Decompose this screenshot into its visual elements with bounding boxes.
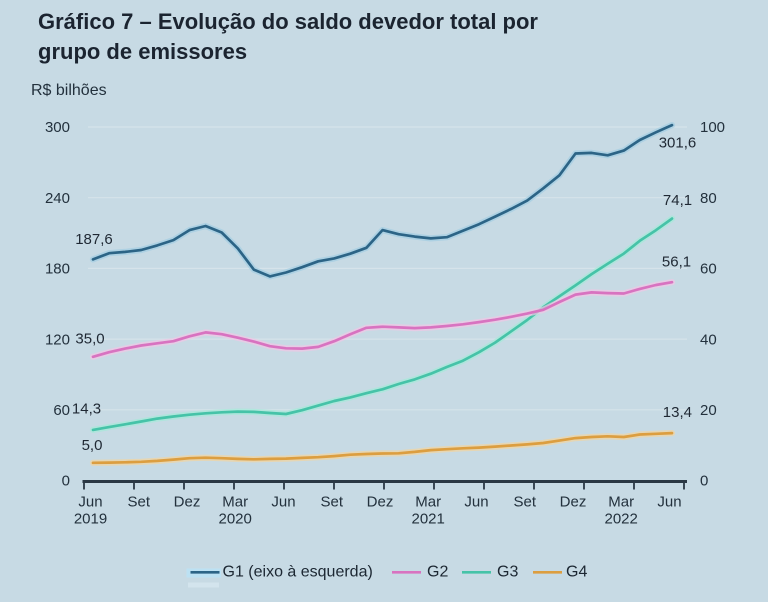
svg-text:60: 60 [700,261,717,278]
svg-text:G4: G4 [566,564,587,581]
svg-text:0: 0 [62,473,70,490]
svg-text:74,1: 74,1 [663,192,692,209]
svg-text:5,0: 5,0 [82,437,103,454]
svg-text:2021: 2021 [412,511,445,528]
svg-text:56,1: 56,1 [662,254,691,271]
svg-text:301,6: 301,6 [659,135,697,152]
svg-text:80: 80 [700,190,717,207]
svg-text:Set: Set [128,494,151,511]
svg-text:G3: G3 [497,564,518,581]
svg-text:13,4: 13,4 [663,404,692,421]
svg-text:35,0: 35,0 [75,331,104,348]
svg-text:Dez: Dez [560,494,587,511]
svg-text:300: 300 [45,119,70,136]
svg-text:G1 (eixo à esquerda): G1 (eixo à esquerda) [223,564,373,581]
svg-text:Mar: Mar [608,494,634,511]
svg-text:Set: Set [514,494,537,511]
svg-text:Set: Set [321,494,344,511]
svg-text:Jun: Jun [271,494,295,511]
svg-text:20: 20 [700,402,717,419]
svg-text:60: 60 [53,402,70,419]
svg-text:187,6: 187,6 [75,231,113,248]
svg-text:40: 40 [700,331,717,348]
svg-text:0: 0 [700,473,708,490]
svg-text:120: 120 [45,331,70,348]
svg-text:180: 180 [45,261,70,278]
svg-text:2020: 2020 [219,511,252,528]
svg-text:Mar: Mar [222,494,248,511]
svg-text:Jun: Jun [464,494,488,511]
svg-text:14,3: 14,3 [72,401,101,418]
svg-text:Jun: Jun [78,494,102,511]
svg-text:Dez: Dez [367,494,394,511]
svg-text:Jun: Jun [657,494,681,511]
svg-text:2022: 2022 [605,511,638,528]
svg-text:2019: 2019 [74,511,107,528]
svg-text:Dez: Dez [174,494,201,511]
svg-text:100: 100 [700,119,725,136]
svg-text:240: 240 [45,190,70,207]
svg-text:G2: G2 [427,564,448,581]
svg-text:Mar: Mar [415,494,441,511]
